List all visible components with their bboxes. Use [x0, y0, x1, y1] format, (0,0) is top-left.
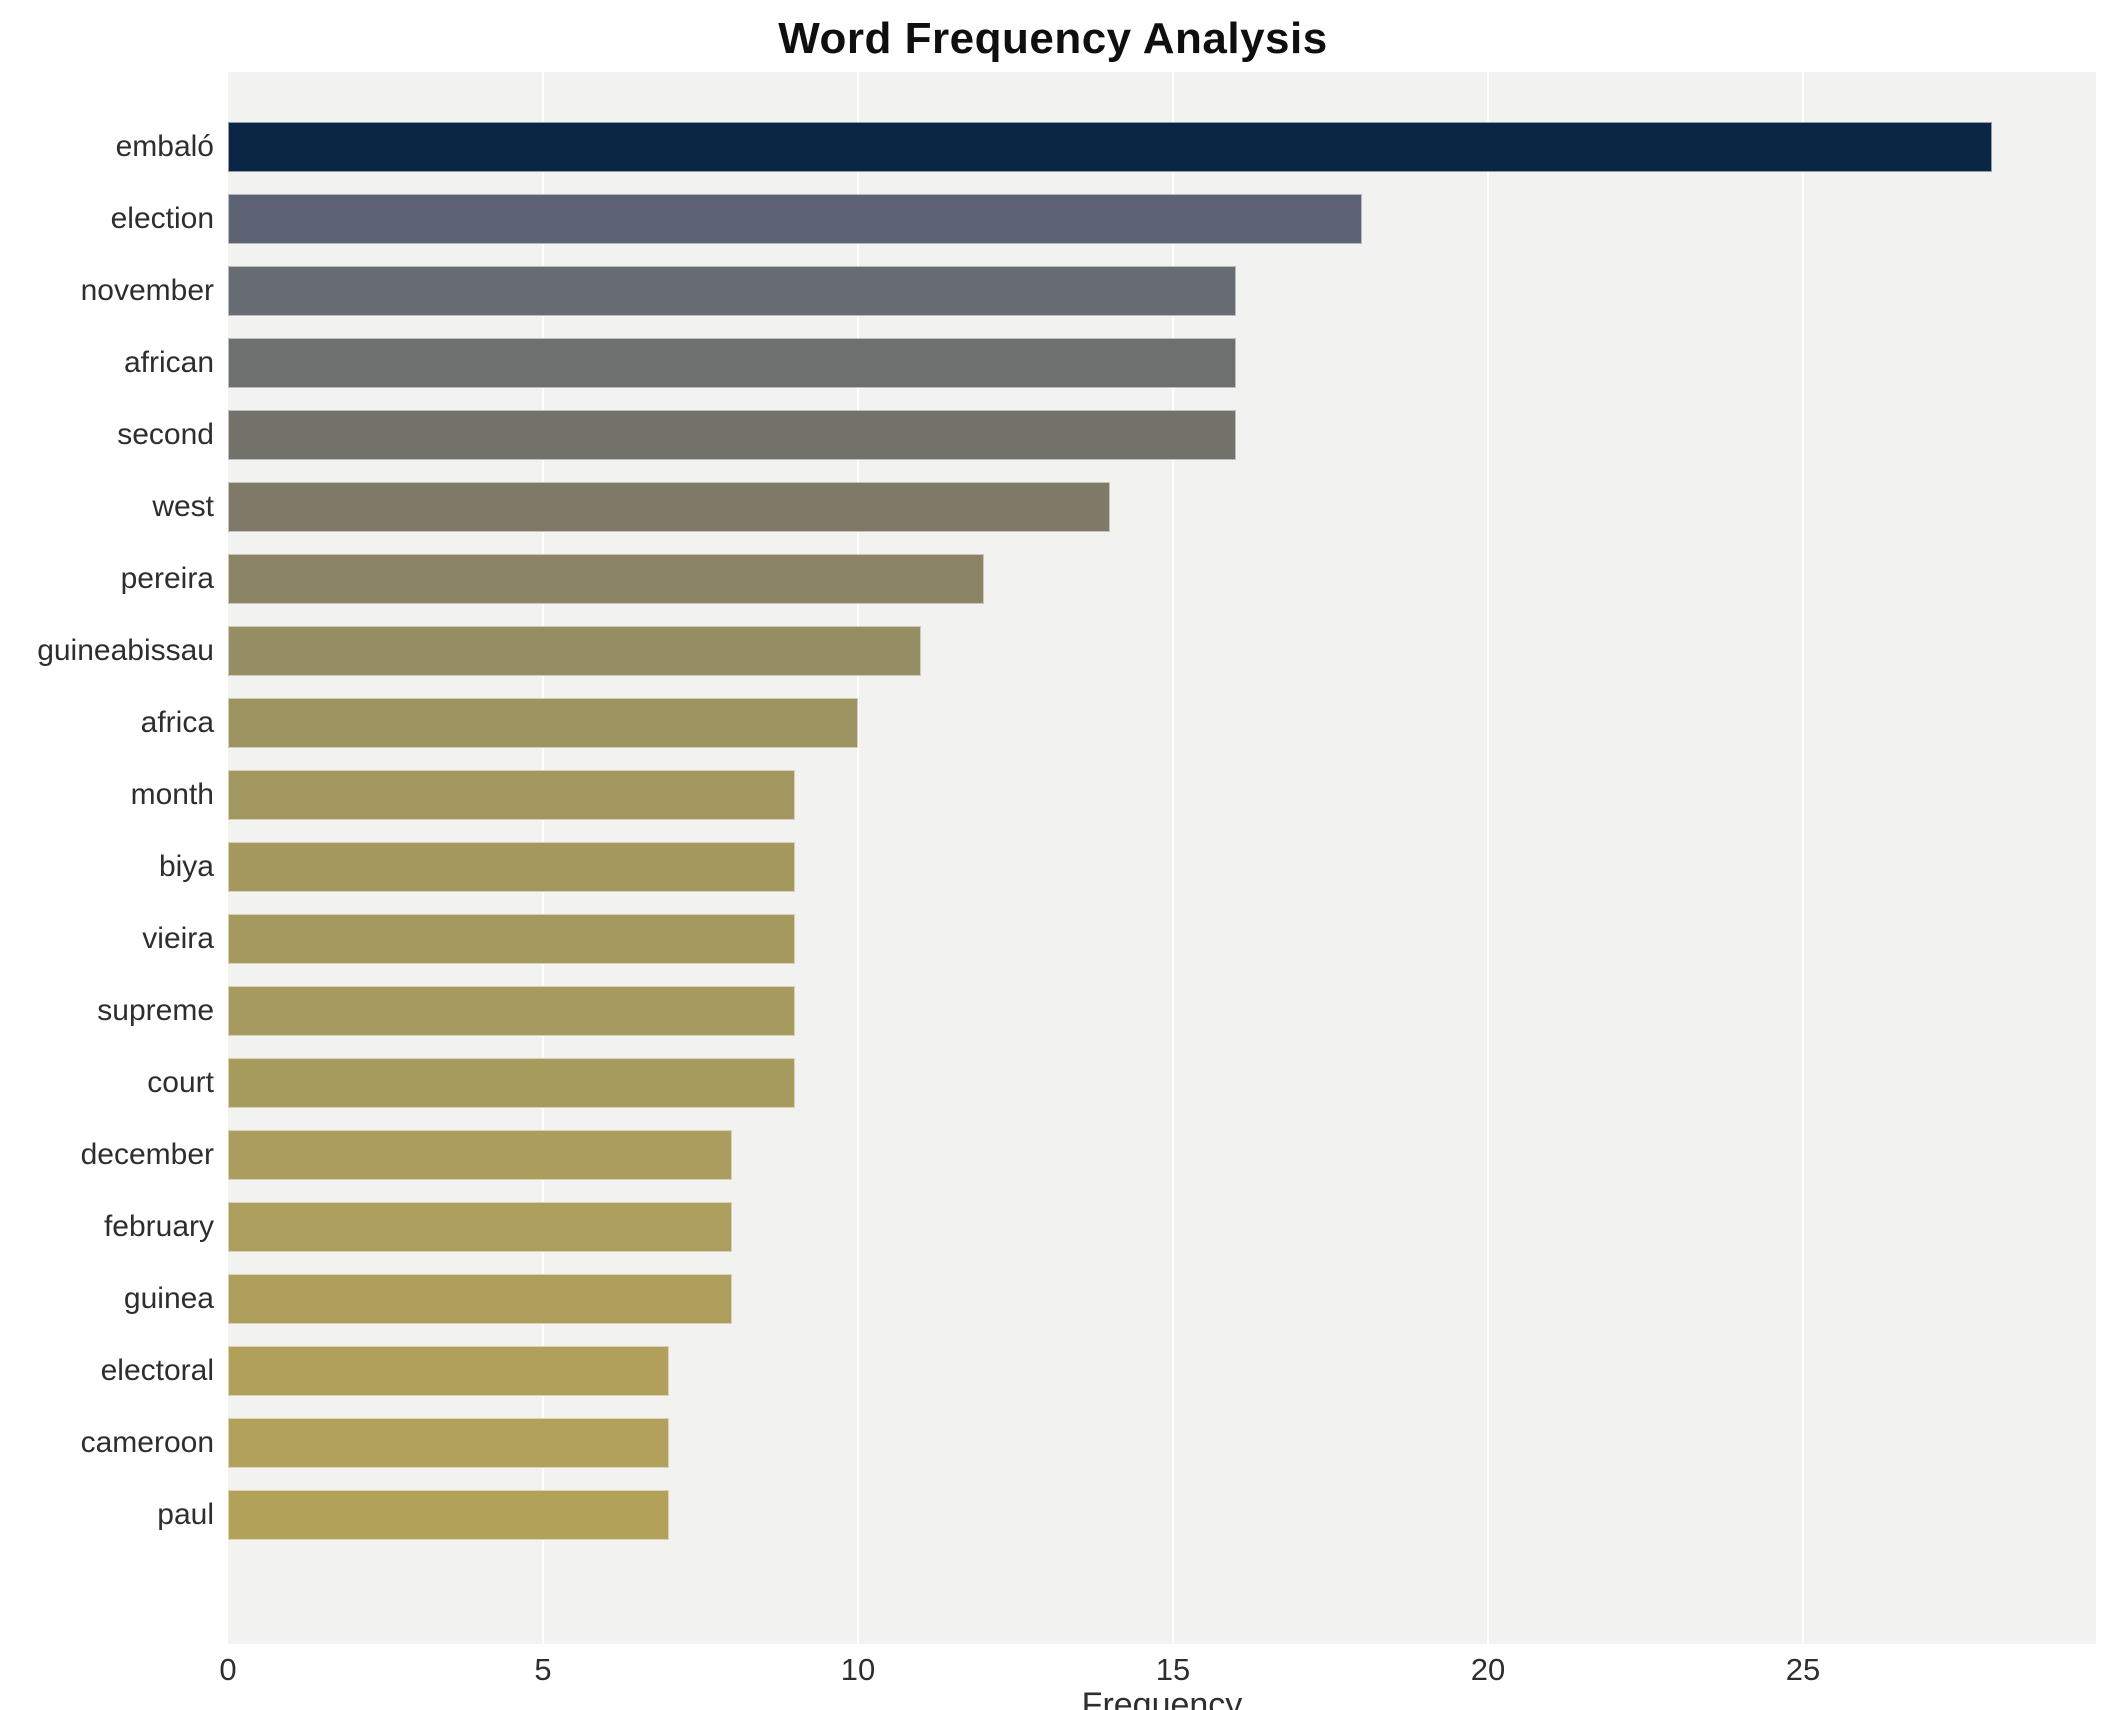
- bar-label: december: [80, 1138, 214, 1171]
- bar-row: election: [0, 194, 2106, 244]
- bar: [228, 410, 1237, 460]
- gridline: [1172, 72, 1175, 1644]
- bar-row: african: [0, 338, 2106, 388]
- x-axis-label: Frequency: [1081, 1686, 1243, 1710]
- bar-row: month: [0, 770, 2106, 820]
- bar: [228, 266, 1237, 316]
- bar-row: court: [0, 1058, 2106, 1108]
- bar-row: africa: [0, 698, 2106, 748]
- bar-rows-container: embaló election november african second west p…: [0, 72, 2106, 1644]
- bar-row: november: [0, 266, 2106, 316]
- bar-track: [228, 770, 2096, 820]
- bar-label: february: [103, 1210, 214, 1243]
- bar: [228, 914, 795, 964]
- bar-label: paul: [157, 1498, 214, 1531]
- bar-row: supreme: [0, 986, 2106, 1036]
- bar-track: [228, 1418, 2096, 1468]
- bar: [228, 122, 1993, 172]
- bar-label: november: [80, 274, 214, 307]
- bar-track: [228, 1130, 2096, 1180]
- bar: [228, 770, 795, 820]
- bar-row: cameroon: [0, 1418, 2106, 1468]
- bar-label: guinea: [123, 1282, 214, 1315]
- bar-label: west: [152, 490, 214, 523]
- bar: [228, 1202, 732, 1252]
- bar-row: electoral: [0, 1346, 2106, 1396]
- bar: [228, 1058, 795, 1108]
- x-tick-label: 0: [219, 1652, 237, 1687]
- bar-label: african: [123, 346, 214, 379]
- bar-label: court: [147, 1066, 214, 1099]
- bar-label: biya: [158, 850, 214, 883]
- bar-row: december: [0, 1130, 2106, 1180]
- x-tick-label: 20: [1470, 1652, 1506, 1687]
- bar-label: cameroon: [80, 1426, 214, 1459]
- bar-label: supreme: [97, 994, 214, 1027]
- bar-row: guinea: [0, 1274, 2106, 1324]
- bar: [228, 1346, 669, 1396]
- bar: [228, 986, 795, 1036]
- x-tick-label: 5: [534, 1652, 552, 1687]
- bar-label: vieira: [142, 922, 214, 955]
- bar: [228, 338, 1237, 388]
- bar: [228, 194, 1363, 244]
- bar-track: [228, 1058, 2096, 1108]
- chart-title: Word Frequency Analysis: [778, 14, 1328, 63]
- bar-track: [228, 914, 2096, 964]
- bar-label: guineabissau: [37, 634, 214, 667]
- bar-track: [228, 266, 2096, 316]
- bar-track: [228, 554, 2096, 604]
- bar-label: pereira: [120, 562, 214, 595]
- bar-row: vieira: [0, 914, 2106, 964]
- bar: [228, 842, 795, 892]
- bar-track: [228, 626, 2096, 676]
- bar-track: [228, 194, 2096, 244]
- x-tick-label: 25: [1785, 1652, 1821, 1687]
- bar-row: second: [0, 410, 2106, 460]
- x-tick-label: 15: [1155, 1652, 1191, 1687]
- bar-row: biya: [0, 842, 2106, 892]
- bar-track: [228, 410, 2096, 460]
- bar-track: [228, 122, 2096, 172]
- bar-row: pereira: [0, 554, 2106, 604]
- bar-row: guineabissau: [0, 626, 2106, 676]
- bar: [228, 554, 985, 604]
- bar: [228, 1490, 669, 1540]
- bar: [228, 1130, 732, 1180]
- bar-track: [228, 698, 2096, 748]
- bar-row: embaló: [0, 122, 2106, 172]
- bar-track: [228, 1490, 2096, 1540]
- bar: [228, 482, 1111, 532]
- x-axis: 0 5 10 15 20 25: [219, 1652, 2096, 1692]
- bar: [228, 698, 859, 748]
- bar-label: embaló: [115, 130, 214, 163]
- bar-track: [228, 338, 2096, 388]
- gridline: [1802, 72, 1805, 1644]
- bar-track: [228, 1202, 2096, 1252]
- bar-track: [228, 842, 2096, 892]
- bar-label: month: [130, 778, 214, 811]
- bar: [228, 1274, 732, 1324]
- x-tick-label: 10: [840, 1652, 876, 1687]
- bar-row: february: [0, 1202, 2106, 1252]
- bar-label: africa: [140, 706, 214, 739]
- bar-label: second: [117, 418, 214, 451]
- bar: [228, 626, 922, 676]
- bar-track: [228, 1274, 2096, 1324]
- bar-track: [228, 986, 2096, 1036]
- bar-row: west: [0, 482, 2106, 532]
- bar-track: [228, 1346, 2096, 1396]
- bar-label: election: [110, 202, 214, 235]
- gridline: [857, 72, 860, 1644]
- bar-track: [228, 482, 2096, 532]
- gridline: [1487, 72, 1490, 1644]
- bar: [228, 1418, 669, 1468]
- bar-label: electoral: [100, 1354, 214, 1387]
- bar-row: paul: [0, 1490, 2106, 1540]
